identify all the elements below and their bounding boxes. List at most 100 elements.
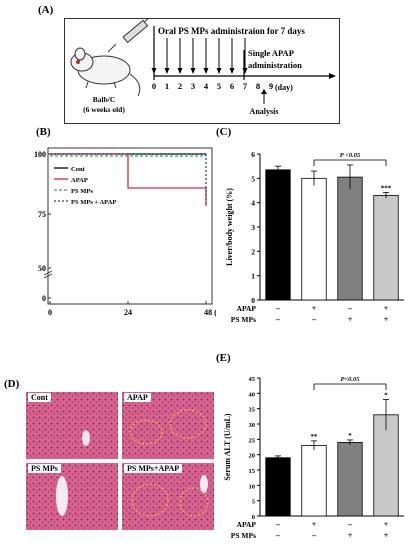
y-tick-label: 3 [251,223,255,232]
survival-x-ticks: 0 24 48 (h) [48,301,216,317]
bar [337,176,363,301]
mouse-strain: Balb/C [93,95,116,104]
bar [337,442,363,517]
x-tick-label: 0 [48,308,52,317]
y-tick-label: 25 [249,437,256,444]
mouse-age: (6 weeks old) [83,105,125,114]
y-tick-label: 45 [249,376,256,383]
day-label: 0 [152,81,156,91]
significance-mark: ** [311,433,319,441]
histology-label-apap: APAP [124,393,151,402]
y-tick-label: 20 [249,453,256,460]
y-tick-label: 10 [249,483,256,490]
single-apap-line2: administration [248,60,302,70]
apap-sign: + [384,520,389,529]
legend-label: PS MPs + APAP [71,199,116,206]
bar [373,414,399,517]
bracket-label: P <0.05 [340,152,361,159]
ps-mps-sign: – [275,531,281,540]
day-unit: (day) [275,83,293,92]
significance-bracket [313,383,387,390]
row-label-apap: APAP [237,304,257,313]
y-tick-label: 0 [251,296,255,305]
apap-sign: – [347,304,353,313]
y-tick-label: 2 [251,247,255,256]
y-tick-label: 4 [251,199,255,208]
day-label: 8 [256,81,260,91]
histology-label-ps-mps-apap: PS MPs+APAP [124,464,183,473]
significance-mark: *** [381,184,392,192]
y-tick-label: 15 [249,468,256,475]
day-label: 1 [165,81,169,91]
bracket-label: P<0.05 [340,376,360,383]
bar [265,457,291,517]
day-label: 2 [178,81,182,91]
survival-chart: 100 75 50 0 0 24 48 (h) Cont APAP PS MPs PS MPs … [34,147,216,317]
ps-mps-sign: – [311,315,317,324]
y-tick-label: 5 [251,174,255,183]
x-tick-label: 24 [124,308,132,317]
survival-legend: Cont APAP PS MPs PS MPs + APAP [54,166,116,206]
survival-lines [50,153,207,206]
y-tick-label: 1 [251,272,255,281]
day-label: 6 [230,81,234,91]
row-label-ps-mps: PS MPs [231,531,256,540]
significance-mark: * [348,432,352,440]
apap-sign: + [312,520,317,529]
legend-label: Cont [71,166,86,173]
single-apap-line1: Single APAP [248,48,294,58]
row-label-apap: APAP [237,520,257,529]
y-tick-label: 6 [251,150,255,159]
dose-arrowhead [177,68,183,74]
y-tick-label: 30 [249,422,256,429]
bar [301,177,327,301]
dose-arrowhead [229,68,235,74]
dose-arrowhead [242,68,248,74]
apap-sign: – [347,520,353,529]
analysis-label: Analysis [250,107,279,116]
syringe-icon [107,18,150,53]
legend-label: PS MPs [71,188,93,195]
dose-arrowhead [203,68,209,74]
row-label-ps-mps: PS MPs [231,315,256,324]
apap-sign: + [312,304,317,313]
y-tick-label: 75 [38,210,46,219]
dose-arrows [151,38,248,74]
y-tick-label: 5 [252,499,256,506]
histology-image-ps-mps-apap [122,463,214,530]
histology-label-cont: Cont [28,393,51,402]
legend-label: APAP [71,177,88,184]
panel-b-label: (B) [36,126,51,138]
significance-mark: * [384,391,388,399]
ps-mps-sign: + [384,315,389,324]
bar [373,194,399,301]
day-label: 9 [269,81,273,91]
y-axis-label: Serum ALT (U/mL) [223,413,232,480]
dose-arrowhead [190,68,196,74]
y-tick-label: 0 [42,294,46,303]
histology-image-ps-mps [26,463,118,530]
histology-image-cont [26,392,118,459]
ps-mps-sign: + [348,531,353,540]
dose-arrowhead [151,68,157,74]
panel-a-title: Oral PS MPs administraion for 7 days [158,26,305,36]
panel-c-label: (C) [216,126,232,138]
ps-mps-sign: – [311,531,317,540]
day-label: 4 [204,81,209,91]
significance-bracket [313,159,387,166]
y-tick-label: 0 [252,514,255,521]
ps-mps-sign: + [348,315,353,324]
day-label: 7 [243,81,248,91]
mouse-icon [70,47,141,97]
panel-a-label: (A) [38,4,54,16]
dose-arrowhead [164,68,170,74]
y-axis-label: Liver/body weight (%) [225,188,234,266]
histology-label-ps-mps: PS MPs [28,464,61,473]
apap-sign: + [384,304,389,313]
bar [301,445,327,517]
ps-mps-sign: + [384,531,389,540]
apap-sign: – [275,304,281,313]
